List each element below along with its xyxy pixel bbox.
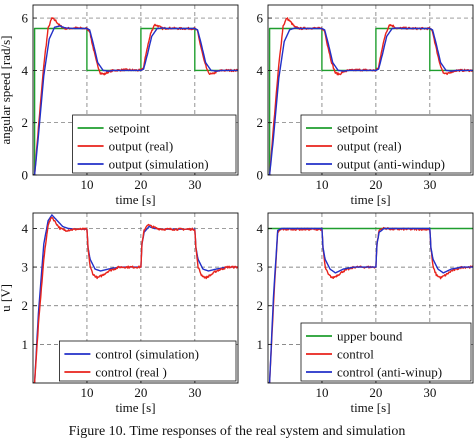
legend-label: control (anti-winup) xyxy=(337,365,442,380)
y-tick-label: 2 xyxy=(257,298,264,313)
x-tick-label: 30 xyxy=(188,385,201,400)
y-tick-label: 4 xyxy=(257,221,264,236)
chart-panel-top-left: 10 20 30 0 2 4 6 time [s] angular speed [rad/s] s… xyxy=(0,5,238,207)
legend-label: setpoint xyxy=(109,121,151,136)
x-axis-label: time [s] xyxy=(350,192,390,207)
legend: control (simulation) control (real ) xyxy=(59,341,236,381)
legend-label: output (simulation) xyxy=(109,157,209,172)
legend: setpoint output (real) output (simulation) xyxy=(73,115,236,173)
x-tick-label: 30 xyxy=(188,177,201,192)
y-axis-label: angular speed [rad/s] xyxy=(0,35,13,144)
y-tick-label: 0 xyxy=(257,168,264,183)
legend-label: upper bound xyxy=(337,329,403,344)
chart-panel-bottom-right: 10 20 30 1 2 3 4 time [s] upper bound control cont… xyxy=(257,213,474,415)
x-tick-label: 10 xyxy=(315,385,328,400)
legend-label: control xyxy=(337,347,374,362)
y-tick-label: 3 xyxy=(257,260,264,275)
x-tick-label: 20 xyxy=(134,385,147,400)
x-tick-label: 30 xyxy=(423,385,436,400)
legend-label: output (real) xyxy=(109,139,174,154)
legend-label: setpoint xyxy=(337,121,379,136)
legend: setpoint output (real) output (anti-windup… xyxy=(301,115,471,173)
legend-label: control (real ) xyxy=(95,365,166,380)
y-tick-label: 4 xyxy=(257,63,264,78)
y-tick-label: 6 xyxy=(22,11,29,26)
x-tick-label: 10 xyxy=(315,177,328,192)
x-axis-label: time [s] xyxy=(350,400,390,415)
x-tick-label: 10 xyxy=(80,177,93,192)
chart-panel-top-right: 10 20 30 0 2 4 6 time [s] setpoint output (real) o… xyxy=(257,5,474,207)
legend-label: output (real) xyxy=(337,139,402,154)
y-tick-label: 2 xyxy=(257,115,264,130)
y-tick-label: 6 xyxy=(257,11,264,26)
y-tick-label: 2 xyxy=(22,298,29,313)
x-tick-label: 30 xyxy=(423,177,436,192)
figure-caption: Figure 10. Time responses of the real sy… xyxy=(0,424,474,440)
legend: upper bound control control (anti-winup) xyxy=(301,323,471,381)
y-tick-label: 1 xyxy=(257,337,264,352)
x-tick-label: 20 xyxy=(369,385,382,400)
y-tick-label: 1 xyxy=(22,337,29,352)
x-tick-label: 20 xyxy=(369,177,382,192)
x-tick-label: 20 xyxy=(134,177,147,192)
y-tick-label: 4 xyxy=(22,221,29,236)
y-axis-label: u [V] xyxy=(0,284,13,312)
y-tick-label: 3 xyxy=(22,260,29,275)
y-tick-label: 4 xyxy=(22,63,29,78)
x-tick-label: 10 xyxy=(80,385,93,400)
y-tick-label: 0 xyxy=(22,168,29,183)
x-axis-label: time [s] xyxy=(115,400,155,415)
x-axis-label: time [s] xyxy=(115,192,155,207)
y-tick-label: 2 xyxy=(22,115,29,130)
chart-panel-bottom-left: 10 20 30 1 2 3 4 time [s] u [V] control (simulati… xyxy=(0,213,238,415)
legend-label: control (simulation) xyxy=(95,347,199,362)
legend-label: output (anti-windup) xyxy=(337,157,445,172)
